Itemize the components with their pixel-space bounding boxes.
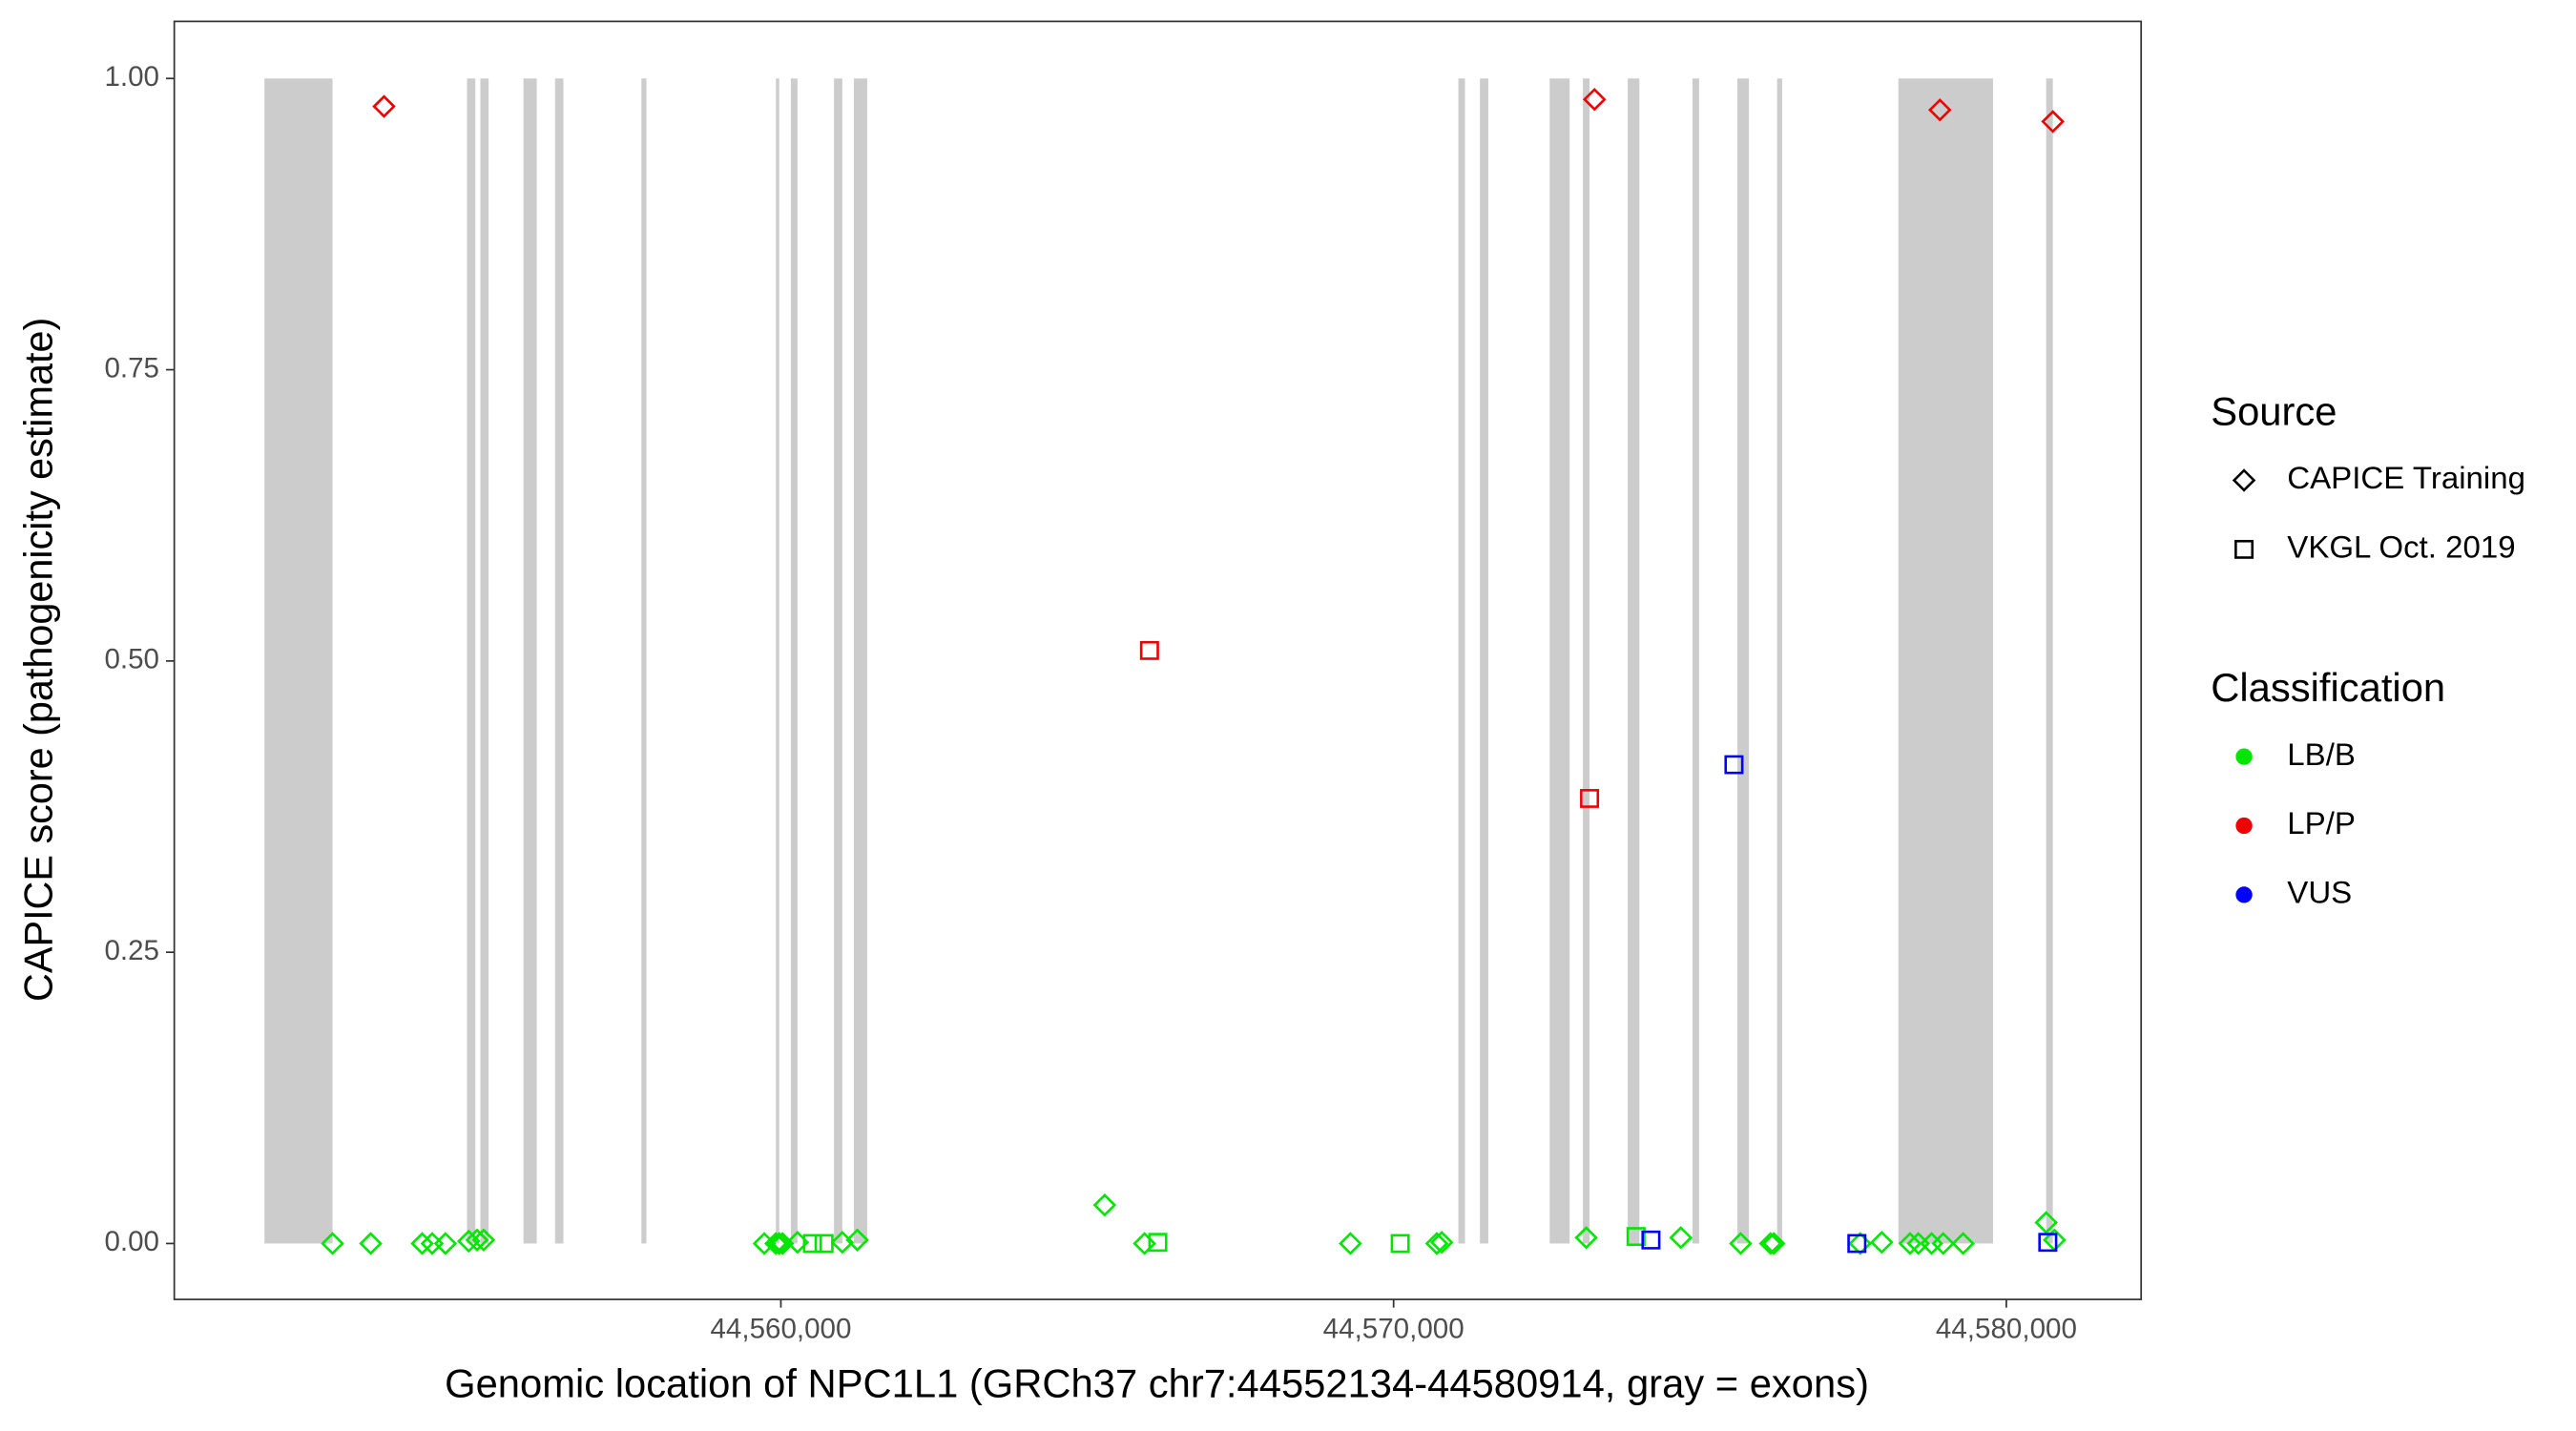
data-point [802,1234,822,1254]
y-tick-label: 0.50 [104,644,159,675]
exon [1776,78,1782,1244]
data-point [1729,1232,1753,1255]
exon [523,78,537,1244]
data-point [1580,789,1600,808]
exon [1692,78,1699,1244]
exon [854,78,867,1244]
exon [554,78,564,1244]
exon [467,78,476,1244]
data-point [767,1232,792,1255]
exon [2046,78,2053,1244]
data-point [1139,640,1159,660]
exon [834,78,842,1244]
exon [790,78,798,1244]
data-point [1848,1232,1873,1255]
data-point [1092,1192,1117,1217]
data-point [845,1228,869,1252]
y-tick-label: 0.00 [104,1226,159,1257]
y-axis-title: CAPICE score (pathogenicity estimate) [15,318,60,1002]
legend-title: Classification [2211,665,2445,710]
data-point [814,1234,834,1254]
y-tick-label: 1.00 [104,61,159,93]
exon [1458,78,1465,1244]
exon [1898,78,1993,1244]
data-point [1424,1232,1449,1255]
legend-title: Source [2211,389,2337,434]
data-point [1582,88,1607,112]
x-axis-title: Genomic location of NPC1L1 (GRCh37 chr7:… [445,1361,1869,1406]
data-point [433,1232,458,1255]
data-point [1429,1231,1454,1255]
legend-label: LB/B [2287,736,2356,772]
data-point [1626,1227,1646,1247]
data-point [1574,1226,1598,1250]
data-point [1870,1231,1894,1255]
data-point [1132,1232,1156,1255]
exon [641,78,647,1244]
data-point [359,1232,383,1255]
exon [264,78,333,1244]
legend-label: LP/P [2287,805,2356,840]
data-point [2038,1233,2058,1253]
data-point [2041,110,2065,134]
data-point [410,1232,434,1255]
data-point [1761,1232,1786,1255]
exon [1736,78,1750,1244]
legend-label: VUS [2287,875,2352,910]
y-tick-label: 0.25 [104,935,159,966]
data-point [471,1228,496,1252]
data-point [763,1232,788,1255]
x-tick-label: 44,580,000 [1936,1314,2077,1345]
legend-key [2234,539,2254,559]
legend-label: CAPICE Training [2287,460,2525,495]
exon [776,78,779,1244]
data-point [1847,1234,1867,1254]
data-point [1669,1226,1693,1250]
legend-key [2232,468,2256,492]
data-point [465,1228,489,1252]
exon [1480,78,1488,1244]
data-point [1390,1234,1410,1254]
data-point [1931,1232,1956,1255]
legend-label: VKGL Oct. 2019 [2287,529,2515,565]
legend-key [2235,886,2253,903]
x-tick-label: 44,560,000 [710,1314,851,1345]
exon [1583,78,1590,1244]
data-point [321,1232,344,1255]
exon [480,78,489,1244]
data-point [1898,1232,1922,1255]
x-tick-label: 44,570,000 [1323,1314,1465,1345]
data-point [1641,1230,1661,1250]
data-point [2034,1211,2058,1234]
data-point [1724,755,1744,775]
exon [1628,78,1640,1244]
data-point [1339,1232,1362,1255]
data-point [372,94,396,118]
data-point [1951,1232,1975,1255]
exon [1549,78,1570,1244]
data-point [1928,98,1952,122]
legend-key [2235,748,2253,765]
y-tick-label: 0.75 [104,352,159,384]
legend-key [2235,817,2253,835]
data-point [1148,1233,1168,1253]
data-point [1758,1232,1783,1255]
